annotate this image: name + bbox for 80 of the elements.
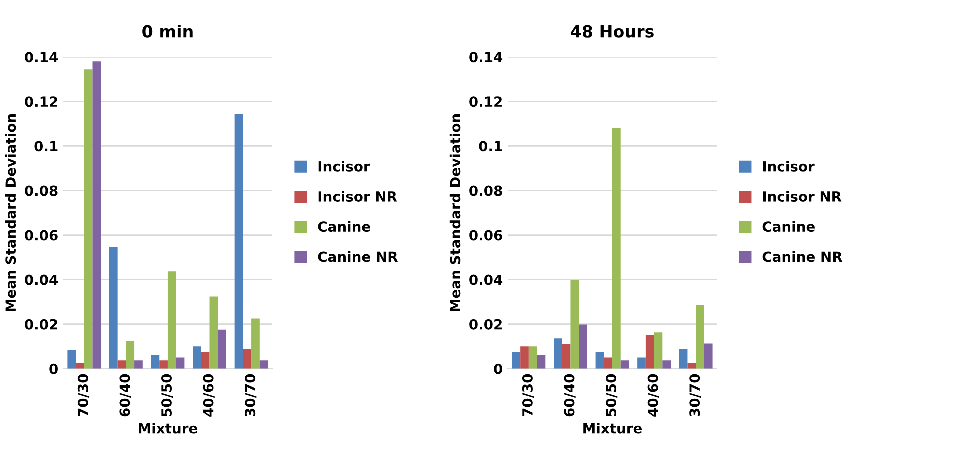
bar	[118, 360, 126, 369]
x-tick-label: 40/60	[648, 374, 660, 417]
bar	[562, 344, 571, 369]
y-tick-label: 0.08	[470, 186, 502, 196]
bar	[537, 355, 546, 369]
y-tick-label: 0.06	[470, 230, 502, 241]
x-tick-label: 60/40	[564, 374, 576, 417]
bar	[612, 128, 621, 369]
x-tick-label: 40/60	[203, 374, 215, 417]
x-tick-label: 60/40	[120, 374, 132, 417]
chart-title: 48 Hours	[571, 25, 654, 38]
bar	[134, 360, 143, 369]
y-tick-label: 0.04	[25, 274, 58, 286]
bar	[696, 304, 704, 369]
x-tick-label: 30/70	[245, 374, 257, 417]
y-tick-label: 0.1	[479, 141, 502, 152]
bar	[579, 324, 588, 369]
y-tick-label: 0	[50, 364, 58, 374]
bar	[76, 363, 84, 369]
bar	[679, 349, 688, 369]
bar	[570, 280, 580, 369]
bar	[92, 62, 102, 369]
legend-label: Incisor NR	[763, 191, 842, 202]
bar	[260, 360, 268, 369]
bar	[604, 358, 613, 369]
bar	[704, 344, 713, 369]
legend-label: Incisor	[763, 161, 815, 172]
y-tick-label: 0.14	[470, 52, 503, 63]
bar	[620, 360, 630, 369]
x-axis-title: Mixture	[139, 423, 198, 434]
legend-label: Incisor	[318, 161, 370, 172]
bar	[554, 338, 562, 369]
x-axis-title: Mixture	[584, 423, 642, 434]
bar	[520, 346, 529, 369]
y-tick-label: 0.14	[25, 52, 58, 63]
bar	[176, 358, 185, 369]
bar	[168, 272, 176, 369]
bar	[193, 346, 202, 369]
bar	[688, 363, 696, 369]
bar	[151, 355, 160, 369]
y-axis-title: Mean Standard Deviation	[450, 114, 461, 312]
legend-label: Canine NR	[762, 251, 843, 262]
bar	[201, 352, 210, 369]
bar	[638, 358, 646, 369]
y-tick-label: 0.02	[25, 319, 58, 330]
bar	[243, 350, 252, 369]
bar	[528, 346, 538, 369]
y-tick-label: 0.08	[25, 186, 58, 196]
x-tick-label: 30/70	[690, 374, 702, 417]
y-tick-label: 0.02	[470, 319, 502, 330]
bar	[654, 332, 663, 369]
chart-title: 0 min	[142, 25, 193, 38]
bar	[646, 335, 654, 369]
bar	[218, 330, 226, 369]
bar	[68, 350, 76, 369]
y-axis-title: Mean Standard Deviation	[5, 114, 16, 312]
x-tick-label: 70/30	[522, 374, 534, 417]
bar	[512, 352, 521, 369]
legend-label: Canine	[318, 221, 370, 232]
bar	[662, 360, 672, 369]
legend-label: Incisor NR	[318, 191, 398, 202]
y-tick-label: 0.06	[25, 230, 58, 241]
bar	[210, 296, 218, 369]
bar	[126, 341, 135, 369]
bar	[596, 352, 604, 369]
y-tick-label: 0.12	[470, 96, 502, 108]
bar	[160, 360, 168, 369]
x-tick-label: 70/30	[78, 374, 90, 417]
y-tick-label: 0.04	[470, 274, 503, 286]
x-tick-label: 50/50	[606, 374, 618, 416]
y-tick-label: 0.12	[25, 96, 58, 108]
y-tick-label: 0.1	[34, 141, 58, 152]
x-tick-label: 50/50	[161, 374, 174, 416]
y-tick-label: 0	[494, 364, 503, 374]
bar	[84, 70, 93, 369]
bar	[109, 247, 118, 369]
bar	[234, 114, 244, 369]
bar	[252, 318, 260, 369]
legend-label: Canine NR	[318, 251, 398, 262]
legend-label: Canine	[762, 221, 815, 232]
